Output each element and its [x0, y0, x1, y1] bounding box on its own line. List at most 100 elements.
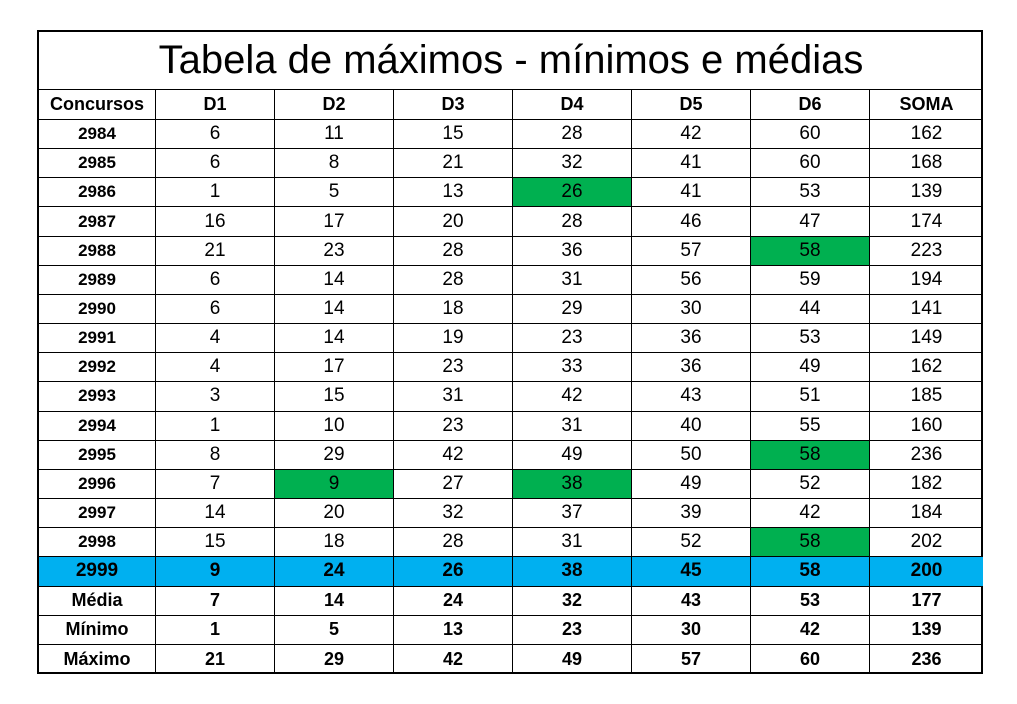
value-cell: 14 — [275, 324, 394, 354]
value-cell: 26 — [513, 178, 632, 208]
value-cell: 3 — [156, 382, 275, 412]
value-cell: 168 — [870, 149, 983, 179]
value-cell: 26 — [394, 557, 513, 587]
value-cell: 11 — [275, 120, 394, 150]
value-cell: 52 — [632, 528, 751, 558]
value-cell: 13 — [394, 178, 513, 208]
value-cell: 18 — [275, 528, 394, 558]
column-header: D6 — [751, 90, 870, 120]
value-cell: 30 — [632, 294, 751, 325]
value-cell: 24 — [275, 557, 394, 587]
value-cell: 60 — [751, 149, 870, 179]
row-label: 2997 — [39, 499, 156, 529]
row-label: 2999 — [39, 557, 156, 587]
value-cell: 29 — [275, 644, 394, 674]
value-cell: 5 — [275, 615, 394, 645]
row-label: 2991 — [39, 324, 156, 354]
value-cell: 31 — [513, 528, 632, 558]
value-cell: 15 — [156, 528, 275, 558]
value-cell: 58 — [751, 528, 870, 558]
value-cell: 139 — [870, 616, 983, 645]
value-cell: 19 — [394, 324, 513, 354]
value-cell: 6 — [156, 265, 275, 295]
value-cell: 58 — [751, 557, 870, 587]
value-cell: 16 — [156, 207, 275, 237]
value-cell: 60 — [751, 644, 870, 674]
value-cell: 223 — [870, 237, 983, 266]
value-cell: 23 — [513, 324, 632, 354]
value-cell: 53 — [751, 586, 870, 616]
value-cell: 236 — [911, 648, 942, 669]
row-label: Média — [39, 586, 156, 616]
value-cell: 33 — [513, 353, 632, 383]
value-cell: 55 — [751, 411, 870, 441]
value-cell: 14 — [275, 294, 394, 325]
value-cell: 58 — [751, 440, 870, 470]
value-cell: 177 — [870, 587, 983, 616]
value-cell: 59 — [751, 265, 870, 295]
table: Tabela de máximos - mínimos e médias Conc… — [37, 30, 983, 674]
value-cell: 4 — [156, 353, 275, 383]
value-cell: 15 — [394, 120, 513, 150]
value-cell: 40 — [632, 411, 751, 441]
value-cell: 194 — [870, 266, 983, 295]
value-cell: 17 — [275, 353, 394, 383]
value-cell: 236 — [870, 441, 983, 470]
row-label: 2994 — [39, 411, 156, 441]
value-cell: 38 — [513, 557, 632, 587]
value-cell: 45 — [632, 557, 751, 587]
value-cell: 49 — [513, 440, 632, 470]
value-cell: 42 — [751, 499, 870, 529]
value-cell: 6 — [156, 120, 275, 150]
value-cell: 57 — [632, 644, 751, 674]
value-cell: 37 — [513, 499, 632, 529]
column-header: D5 — [632, 90, 751, 120]
value-cell: 49 — [751, 353, 870, 383]
row-label: Máximo — [39, 644, 156, 674]
value-cell: 49 — [513, 644, 632, 674]
value-cell: 28 — [394, 528, 513, 558]
value-cell: 21 — [394, 149, 513, 179]
value-cell: 160 — [870, 412, 983, 441]
value-cell: 9 — [275, 469, 394, 500]
value-cell: 1 — [156, 411, 275, 441]
value-cell: 52 — [751, 469, 870, 500]
value-cell: 184 — [870, 499, 983, 529]
value-cell: 42 — [513, 382, 632, 412]
row-label: 2995 — [39, 440, 156, 470]
value-cell: 28 — [513, 120, 632, 150]
value-cell: 1 — [156, 178, 275, 208]
row-label: 2993 — [39, 382, 156, 412]
row-label: 2990 — [39, 294, 156, 325]
value-cell: 56 — [632, 265, 751, 295]
column-header: D4 — [513, 90, 632, 120]
row-label: 2996 — [39, 469, 156, 500]
value-cell: 36 — [513, 236, 632, 266]
value-cell: 185 — [870, 382, 983, 412]
value-cell: 139 — [870, 178, 983, 208]
value-cell: 13 — [394, 615, 513, 645]
value-cell: 42 — [394, 440, 513, 470]
value-cell: 58 — [751, 236, 870, 266]
value-cell: 42 — [751, 615, 870, 645]
value-cell: 8 — [275, 149, 394, 179]
value-cell: 28 — [513, 207, 632, 237]
value-cell: 15 — [275, 382, 394, 412]
value-cell: 7 — [156, 586, 275, 616]
value-cell: 23 — [394, 411, 513, 441]
row-label: 2986 — [39, 178, 156, 208]
value-cell: 174 — [870, 207, 983, 237]
value-cell: 182 — [870, 470, 983, 500]
value-cell: 29 — [513, 294, 632, 325]
value-cell: 14 — [156, 499, 275, 529]
table-title: Tabela de máximos - mínimos e médias — [39, 32, 983, 90]
value-cell: 202 — [870, 528, 983, 558]
row-label: 2984 — [39, 120, 156, 150]
value-cell: 14 — [275, 586, 394, 616]
value-cell: 162 — [870, 120, 983, 150]
row-label: Mínimo — [39, 615, 156, 645]
value-cell: 1 — [156, 615, 275, 645]
value-cell: 6 — [156, 294, 275, 325]
value-cell: 6 — [156, 149, 275, 179]
